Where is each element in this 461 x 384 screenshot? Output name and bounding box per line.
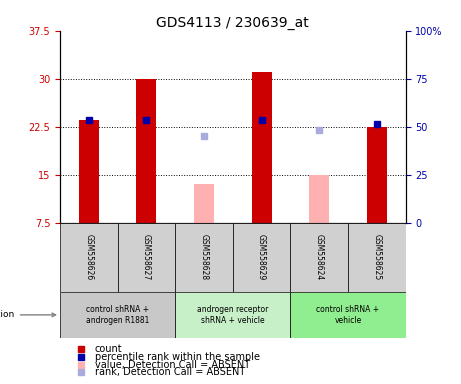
Bar [233, 223, 290, 292]
Text: GSM558625: GSM558625 [372, 234, 381, 280]
Bar [194, 184, 214, 223]
Text: percentile rank within the sample: percentile rank within the sample [95, 352, 260, 362]
Text: count: count [95, 344, 122, 354]
Text: GSM558624: GSM558624 [315, 234, 324, 280]
Bar [118, 223, 175, 292]
Text: value, Detection Call = ABSENT: value, Detection Call = ABSENT [95, 360, 249, 370]
Bar [367, 127, 387, 223]
Text: control shRNA +
vehicle: control shRNA + vehicle [317, 305, 379, 324]
Bar [175, 292, 290, 338]
Bar [60, 292, 175, 338]
Text: control shRNA +
androgen R1881: control shRNA + androgen R1881 [86, 305, 149, 324]
Bar [136, 79, 156, 223]
Bar [290, 223, 348, 292]
Bar [309, 175, 329, 223]
Text: GSM558628: GSM558628 [200, 234, 208, 280]
Bar [348, 223, 406, 292]
Text: GSM558626: GSM558626 [84, 234, 93, 280]
Text: androgen receptor
shRNA + vehicle: androgen receptor shRNA + vehicle [197, 305, 268, 324]
Bar [252, 72, 272, 223]
Bar [290, 292, 406, 338]
Bar [60, 223, 118, 292]
Bar [79, 120, 99, 223]
Bar [175, 223, 233, 292]
Text: GSM558629: GSM558629 [257, 234, 266, 280]
Text: rank, Detection Call = ABSENT: rank, Detection Call = ABSENT [95, 367, 245, 377]
Text: genotype/variation: genotype/variation [0, 310, 56, 319]
Title: GDS4113 / 230639_at: GDS4113 / 230639_at [156, 16, 309, 30]
Text: GSM558627: GSM558627 [142, 234, 151, 280]
